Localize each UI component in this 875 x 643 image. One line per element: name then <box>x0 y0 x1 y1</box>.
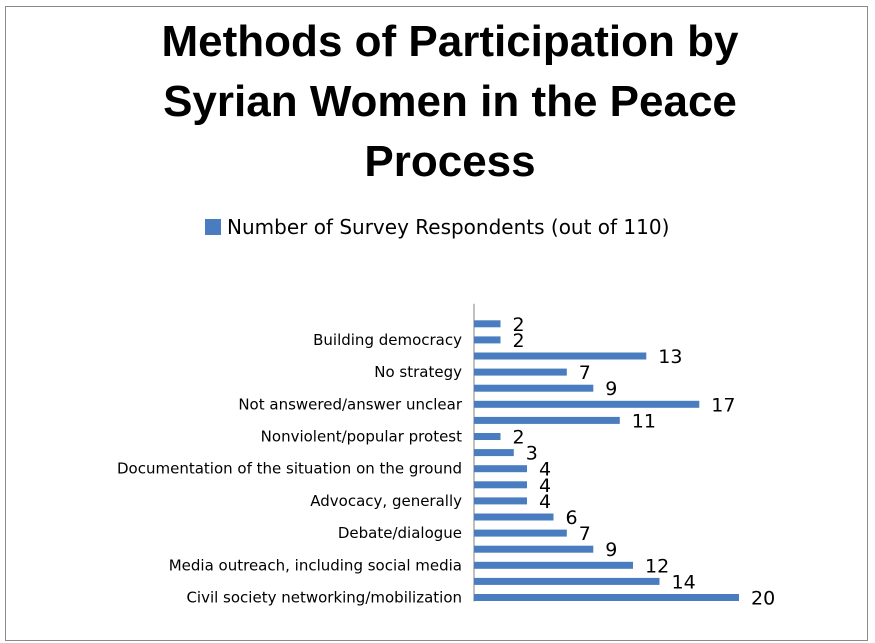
bar <box>474 577 660 585</box>
bar <box>474 529 567 537</box>
category-label: Media outreach, including social media <box>169 556 462 574</box>
bar <box>474 320 501 328</box>
category-label: No strategy <box>374 363 462 381</box>
bar <box>474 481 527 489</box>
data-label: 4 <box>539 491 551 513</box>
bar <box>474 545 594 553</box>
bar <box>474 368 567 376</box>
data-label: 3 <box>526 443 538 465</box>
data-label: 2 <box>513 314 525 336</box>
bar <box>474 400 700 408</box>
category-label: Nonviolent/popular protest <box>261 428 462 446</box>
category-label: Civil society networking/mobilization <box>186 589 462 607</box>
bar <box>474 497 527 505</box>
bar <box>474 449 514 457</box>
data-label: 7 <box>579 362 591 384</box>
bar <box>474 465 527 473</box>
data-label: 11 <box>632 410 656 432</box>
data-label: 6 <box>566 507 578 529</box>
data-label: 7 <box>579 523 591 545</box>
category-label: Building democracy <box>313 331 462 349</box>
data-label: 13 <box>658 346 682 368</box>
bar <box>474 513 554 521</box>
legend: Number of Survey Respondents (out of 110… <box>205 212 669 242</box>
chart-frame <box>5 6 868 641</box>
data-label: 9 <box>605 378 617 400</box>
data-label: 17 <box>711 394 735 416</box>
data-label: 20 <box>751 588 775 610</box>
data-label: 14 <box>672 571 696 593</box>
bar <box>474 594 739 601</box>
category-label: Documentation of the situation on the gr… <box>117 460 462 478</box>
category-label: Debate/dialogue <box>338 524 462 542</box>
bar <box>474 416 620 424</box>
data-label: 2 <box>513 427 525 449</box>
data-label: 2 <box>513 330 525 352</box>
legend-swatch <box>205 219 221 235</box>
data-label: 12 <box>645 555 669 577</box>
bar <box>474 384 594 392</box>
chart-title: Methods of Participation by Syrian Women… <box>161 17 739 186</box>
data-label: 4 <box>539 459 551 481</box>
category-label: Not answered/answer unclear <box>238 395 462 413</box>
legend-label: Number of Survey Respondents (out of 110… <box>227 215 670 239</box>
data-label: 9 <box>605 539 617 561</box>
data-label: 4 <box>539 475 551 497</box>
bar <box>474 561 633 569</box>
bar <box>474 433 501 440</box>
bar <box>474 352 647 360</box>
bar <box>474 336 501 344</box>
category-label: Advocacy, generally <box>310 492 462 510</box>
